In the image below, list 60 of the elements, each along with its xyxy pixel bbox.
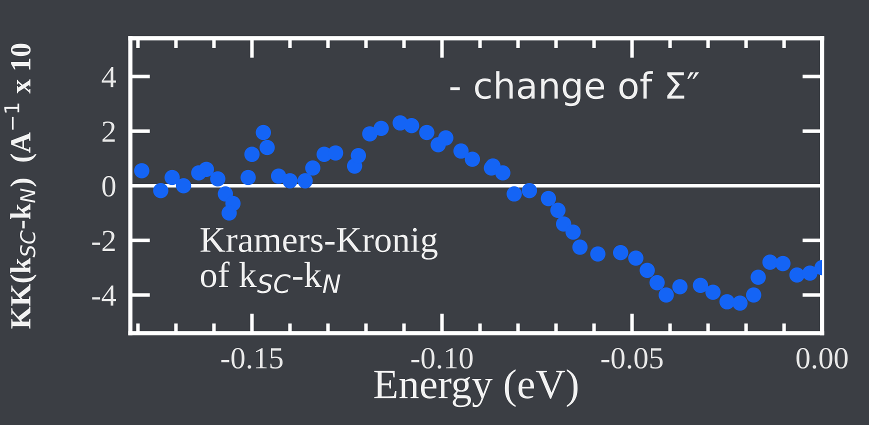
point	[506, 186, 522, 202]
point	[198, 162, 214, 177]
y-axis-title: KK(k$_{SC}$-k$_{N}$) (A$^{−1}$ x 10	[4, 44, 37, 329]
point	[750, 270, 766, 285]
point	[464, 152, 480, 167]
y-tick-label: -4	[92, 285, 116, 306]
point	[640, 262, 655, 278]
x-tick-label: 0.00	[796, 348, 848, 369]
point	[210, 171, 226, 187]
point	[260, 140, 275, 156]
point	[419, 124, 434, 140]
point	[572, 240, 588, 255]
point	[164, 170, 180, 186]
x-axis-title: Energy (eV)	[374, 369, 578, 408]
point	[649, 275, 665, 290]
point	[222, 205, 237, 221]
point	[362, 126, 378, 142]
point	[565, 224, 581, 240]
point	[350, 148, 366, 164]
y-tick-label: -2	[92, 230, 115, 251]
point	[789, 267, 805, 283]
annotation: Kramers-Kronig of k$_{SC}$-k$_{N}$	[200, 228, 438, 294]
point	[802, 265, 818, 281]
point	[658, 287, 674, 303]
point	[732, 296, 748, 311]
point	[305, 160, 320, 176]
point	[495, 165, 510, 181]
point	[692, 278, 708, 294]
x-tick-label: -0.10	[411, 348, 473, 369]
point	[244, 146, 260, 162]
point	[613, 244, 628, 260]
point	[522, 183, 538, 198]
point	[328, 145, 344, 161]
y-tick-label: 0	[102, 176, 116, 197]
point	[404, 118, 420, 134]
annotation: - change of Σ″	[450, 71, 700, 106]
point	[550, 202, 566, 218]
point	[672, 279, 688, 294]
y-tick-label: 2	[102, 121, 115, 142]
point	[176, 178, 192, 194]
point	[153, 183, 168, 198]
point	[438, 130, 454, 146]
point	[134, 163, 150, 178]
point	[540, 190, 556, 206]
point	[282, 173, 298, 188]
point	[374, 120, 389, 136]
y-tick-label: 4	[102, 66, 116, 88]
x-tick-label: -0.15	[221, 348, 283, 369]
point	[256, 124, 272, 140]
point	[705, 284, 721, 300]
point	[762, 254, 778, 270]
point	[719, 294, 735, 310]
x-tick-label: -0.05	[601, 348, 663, 369]
point	[590, 246, 606, 262]
point	[775, 256, 791, 272]
point	[298, 173, 313, 188]
point	[628, 250, 644, 266]
point	[453, 143, 469, 159]
point	[240, 170, 256, 186]
point	[746, 287, 762, 303]
